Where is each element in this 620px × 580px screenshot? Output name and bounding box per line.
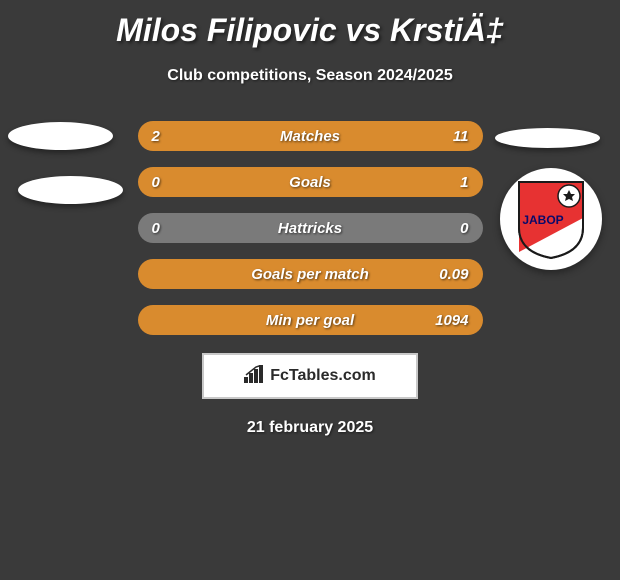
- stat-label: Min per goal: [266, 312, 354, 329]
- stat-label: Matches: [280, 128, 340, 145]
- stat-left-value: 2: [152, 128, 160, 145]
- comparison-title: Milos Filipovic vs KrstiÄ‡: [0, 0, 620, 49]
- stats-container: 2 Matches 11 0 Goals 1 0 Hattricks 0 Goa…: [0, 121, 620, 335]
- stat-right-value: 1: [460, 174, 468, 191]
- footer-date: 21 february 2025: [0, 419, 620, 437]
- stat-right-value: 0.09: [439, 266, 468, 283]
- stat-row-goals-per-match: Goals per match 0.09: [138, 259, 483, 289]
- stat-right-value: 0: [460, 220, 468, 237]
- stat-left-value: 0: [152, 174, 160, 191]
- stat-row-min-per-goal: Min per goal 1094: [138, 305, 483, 335]
- stat-label: Goals: [289, 174, 331, 191]
- stat-row-hattricks: 0 Hattricks 0: [138, 213, 483, 243]
- stat-right-value: 1094: [435, 312, 468, 329]
- bars-icon: [244, 365, 266, 388]
- stat-left-value: 0: [152, 220, 160, 237]
- stat-row-matches: 2 Matches 11: [138, 121, 483, 151]
- branding-text: FcTables.com: [270, 367, 376, 385]
- stat-label: Goals per match: [251, 266, 369, 283]
- comparison-subtitle: Club competitions, Season 2024/2025: [0, 67, 620, 85]
- stat-label: Hattricks: [278, 220, 342, 237]
- branding-box: FcTables.com: [202, 353, 418, 399]
- fctables-logo: FcTables.com: [244, 365, 376, 388]
- stat-right-value: 11: [453, 128, 469, 145]
- stat-row-goals: 0 Goals 1: [138, 167, 483, 197]
